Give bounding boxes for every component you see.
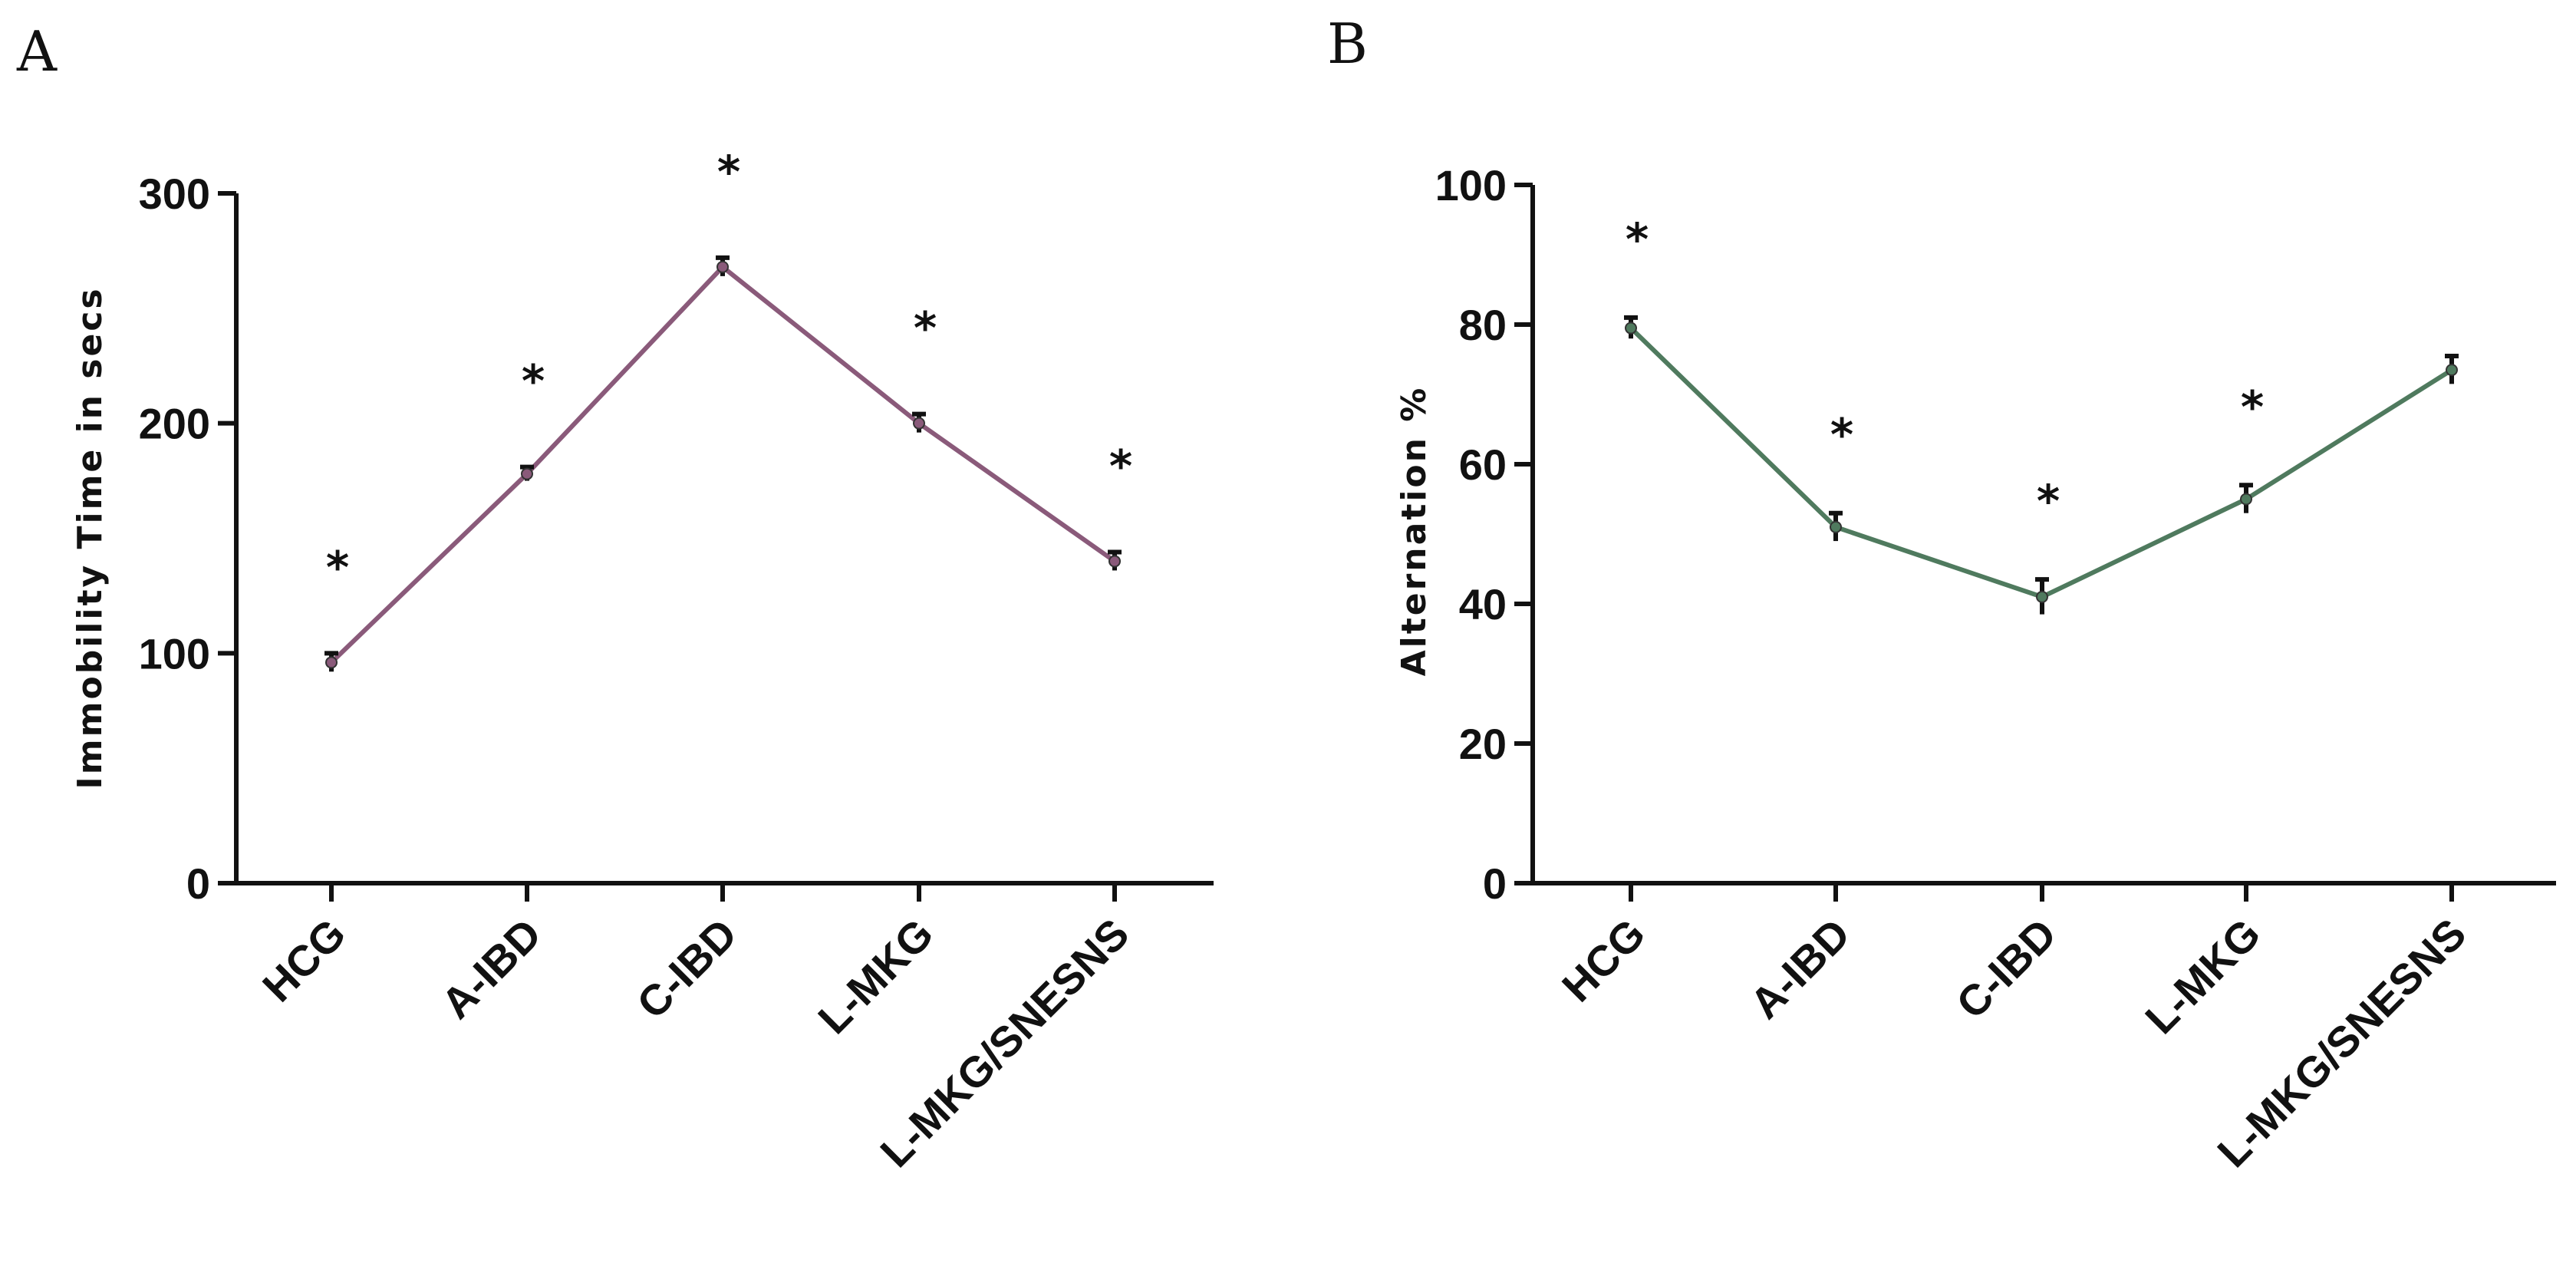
significance-star: * xyxy=(326,541,349,593)
significance-star: * xyxy=(522,355,545,407)
y-tick-label: 80 xyxy=(1459,301,1507,349)
panel-a: A 0 100 200 300 Immobility Time in secs HCG A-I… xyxy=(16,19,1214,1176)
x-tick-label: C-IBD xyxy=(628,909,746,1028)
y-tick-label: 300 xyxy=(139,170,210,218)
x-tick-label: HCG xyxy=(1553,909,1655,1011)
y-tick-label: 40 xyxy=(1459,580,1507,628)
y-axis-title: Alternation % xyxy=(1395,386,1434,677)
panel-b: B 0 20 40 60 80 100 Alternation % HCG A-IBD C-IBD L… xyxy=(1327,12,2556,1176)
x-tick-label: L-MKG xyxy=(809,909,942,1043)
y-tick-label: 0 xyxy=(186,859,210,908)
x-tick-label: C-IBD xyxy=(1947,909,2066,1028)
data-point xyxy=(716,260,729,273)
y-tick-label: 100 xyxy=(139,629,210,678)
panel-label: A xyxy=(16,19,58,84)
y-axis-title: Immobility Time in secs xyxy=(71,286,110,789)
significance-star: * xyxy=(914,302,937,354)
data-point xyxy=(2036,590,2048,603)
data-point xyxy=(1830,520,1842,533)
series-line xyxy=(1629,326,2453,599)
x-tick-label: L-MKG xyxy=(2136,909,2269,1043)
data-point xyxy=(1625,322,1637,335)
data-point xyxy=(521,467,533,480)
significance-star: * xyxy=(2241,381,2264,433)
significance-star: * xyxy=(1626,213,1649,265)
y-tick-label: 60 xyxy=(1459,440,1507,489)
y-tick-label: 200 xyxy=(139,400,210,448)
significance-star: * xyxy=(717,146,740,198)
significance-star: * xyxy=(2037,475,2060,527)
significance-star: * xyxy=(1109,440,1132,492)
data-point xyxy=(913,417,925,430)
y-tick-label: 100 xyxy=(1435,161,1507,209)
data-point xyxy=(1108,555,1121,568)
x-tick-label: A-IBD xyxy=(432,909,551,1028)
y-tick-label: 20 xyxy=(1459,720,1507,768)
y-tick-label: 0 xyxy=(1483,859,1507,908)
data-point xyxy=(325,656,338,669)
panel-label: B xyxy=(1327,12,1368,76)
x-tick-label: HCG xyxy=(253,909,355,1011)
data-point xyxy=(2446,364,2458,377)
x-tick-label: A-IBD xyxy=(1741,909,1860,1028)
significance-star: * xyxy=(1830,409,1853,461)
data-point xyxy=(2240,493,2252,506)
series-line xyxy=(329,264,1116,664)
